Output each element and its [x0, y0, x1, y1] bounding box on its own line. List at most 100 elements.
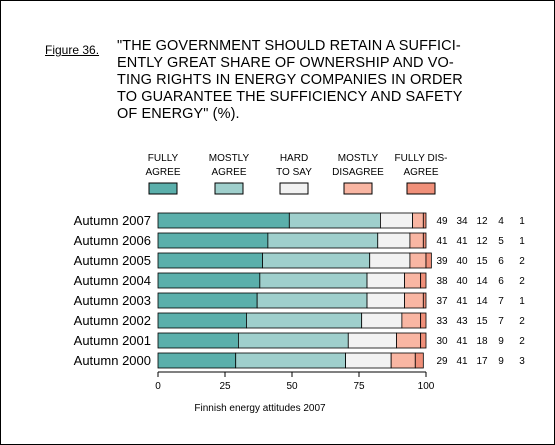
figure-title-line: ENTLY GREAT SHARE OF OWNERSHIP AND VO- [117, 55, 454, 71]
bar-segment [345, 352, 392, 369]
value-label: 17 [476, 356, 488, 367]
value-label: 41 [456, 336, 468, 347]
bar-segment [157, 272, 261, 289]
bar-segment [369, 252, 411, 269]
value-label: 29 [436, 356, 448, 367]
value-label: 40 [456, 256, 468, 267]
value-label: 2 [519, 336, 525, 347]
value-label: 34 [456, 216, 468, 227]
legend-label: FULLY [148, 153, 179, 164]
bar-segment [422, 292, 427, 309]
value-label: 41 [436, 236, 448, 247]
figure-title-line: "THE GOVERNMENT SHOULD RETAIN A SUFFICI- [117, 38, 461, 54]
value-label: 1 [519, 296, 525, 307]
legend-swatch [343, 182, 373, 195]
legend-swatch [279, 182, 309, 195]
value-label: 49 [436, 216, 448, 227]
legend-label: MOSTLY [338, 153, 379, 164]
category-label: Autumn 2004 [74, 273, 151, 288]
figure-title: "THE GOVERNMENT SHOULD RETAIN A SUFFICI-… [117, 38, 522, 123]
legend-label: HARD [280, 153, 308, 164]
value-label: 41 [456, 356, 468, 367]
value-label: 41 [456, 236, 468, 247]
bar-segment [404, 272, 422, 289]
value-label: 4 [498, 216, 504, 227]
value-label: 12 [476, 216, 488, 227]
value-label: 37 [436, 296, 448, 307]
bar-segment [377, 232, 411, 249]
legend-label: AGREE [145, 167, 180, 178]
category-label: Autumn 2003 [74, 293, 151, 308]
bar-segment [262, 252, 371, 269]
bar-segment [412, 212, 424, 229]
value-label: 2 [519, 256, 525, 267]
value-label: 43 [456, 316, 468, 327]
bar-segment [366, 272, 405, 289]
bar-segment [157, 332, 239, 349]
bar-segment [267, 232, 379, 249]
x-tick-label: 50 [286, 381, 298, 392]
footer-label: Finnish energy attitudes 2007 [194, 403, 326, 414]
legend-label: TO SAY [276, 167, 312, 178]
bar-segment [157, 292, 258, 309]
bar-segment [259, 272, 368, 289]
x-tick-label: 25 [219, 381, 231, 392]
bar-segment [157, 252, 263, 269]
value-label: 12 [476, 236, 488, 247]
legend-label: AGREE [403, 167, 438, 178]
value-label: 40 [456, 276, 468, 287]
bar-segment [404, 292, 424, 309]
bar-segment [422, 232, 427, 249]
category-label: Autumn 2002 [74, 313, 151, 328]
legend-label: AGREE [211, 167, 246, 178]
figure-title-line: TO GUARANTEE THE SUFFICIENCY AND SAFETY [117, 89, 463, 105]
bar-segment [157, 232, 269, 249]
bar-segment [390, 352, 416, 369]
figure-title-line: TING RIGHTS IN ENERGY COMPANIES IN ORDER [117, 72, 463, 88]
bar-segment [235, 352, 346, 369]
legend-swatch [406, 182, 436, 195]
value-label: 15 [476, 256, 488, 267]
legend-label: MOSTLY [209, 153, 250, 164]
bar-segment [414, 352, 424, 369]
bar-segment [246, 312, 363, 329]
value-label: 9 [498, 356, 504, 367]
value-label: 33 [436, 316, 448, 327]
value-label: 1 [519, 236, 525, 247]
value-label: 7 [498, 296, 504, 307]
value-label: 2 [519, 276, 525, 287]
category-label: Autumn 2006 [74, 233, 151, 248]
category-label: Autumn 2007 [74, 213, 151, 228]
bar-segment [425, 252, 432, 269]
bar-segment [409, 232, 424, 249]
bar-segment [361, 312, 403, 329]
category-label: Autumn 2005 [74, 253, 151, 268]
bar-segment [396, 332, 422, 349]
value-label: 6 [498, 256, 504, 267]
bar-segment [401, 312, 422, 329]
bar-segment [157, 212, 290, 229]
value-label: 30 [436, 336, 448, 347]
value-label: 39 [436, 256, 448, 267]
bar-segment [420, 312, 427, 329]
value-label: 6 [498, 276, 504, 287]
value-label: 14 [476, 276, 488, 287]
value-label: 14 [476, 296, 488, 307]
value-label: 2 [519, 316, 525, 327]
figure-title-line: OF ENERGY" (%). [117, 106, 240, 122]
bar-segment [409, 252, 427, 269]
bar-segment [256, 292, 368, 309]
value-label: 5 [498, 236, 504, 247]
value-label: 18 [476, 336, 488, 347]
value-label: 7 [498, 316, 504, 327]
bar-segment [422, 212, 427, 229]
bar-segment [237, 332, 349, 349]
value-label: 38 [436, 276, 448, 287]
bar-segment [420, 272, 427, 289]
legend-label: DISAGREE [332, 167, 384, 178]
figure-label: Figure 36. [45, 43, 100, 57]
value-label: 3 [519, 356, 525, 367]
category-label: Autumn 2001 [74, 333, 151, 348]
legend-swatch [148, 182, 178, 195]
